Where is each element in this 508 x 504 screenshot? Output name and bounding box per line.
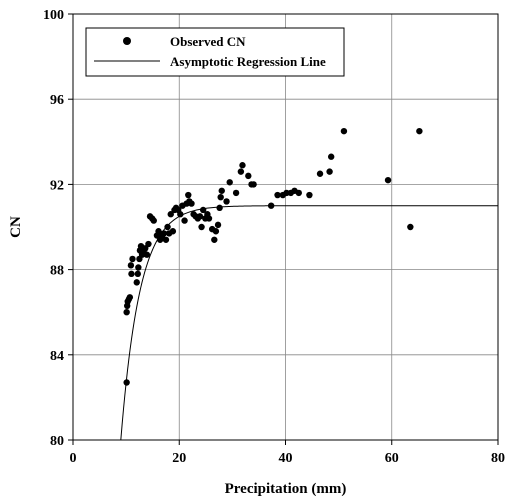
legend-box [85,27,345,77]
data-point [326,168,333,175]
data-point [232,189,240,197]
legend: Observed CN Asymptotic Regression Line [85,27,345,77]
data-point [245,172,252,180]
data-point [211,236,218,243]
x-tick-label: 80 [491,451,505,466]
data-point [316,170,324,177]
scatter-points [123,127,423,386]
x-tick-label: 20 [172,451,186,466]
data-point [237,168,245,175]
y-tick-label: 84 [50,349,64,364]
data-point [250,181,257,188]
data-point [295,189,302,197]
data-point [223,198,230,205]
x-tick-label: 40 [279,451,293,466]
regression-line [120,205,498,441]
data-point [155,228,162,235]
data-point [134,270,142,278]
data-point [216,204,223,212]
data-point [128,270,135,278]
y-tick-label: 96 [50,93,64,108]
axis-ticks: 0 20 40 60 80 80 84 88 92 96 100 [43,8,505,466]
y-axis-title: CN [8,216,24,238]
data-point [199,206,207,214]
data-point [267,202,275,209]
data-point [205,215,213,222]
legend-label-regression: Asymptotic Regression Line [170,54,326,69]
x-tick-label: 60 [385,451,399,466]
data-point [127,262,135,269]
data-point [123,379,130,386]
y-tick-label: 100 [43,8,64,23]
data-point [384,176,392,184]
data-point [416,127,423,135]
data-point [177,211,184,218]
data-point [185,191,192,199]
data-point [217,193,224,201]
data-point [198,223,205,231]
data-point [123,309,130,316]
y-tick-label: 88 [50,264,64,279]
data-point [218,187,225,194]
data-point [340,127,348,135]
data-point [327,153,335,160]
legend-label-observed: Observed CN [170,34,246,49]
data-point [196,213,204,220]
y-tick-label: 80 [50,434,64,449]
data-point [143,251,151,258]
data-point [150,217,157,224]
grid-lines [73,14,498,440]
data-point [126,294,134,301]
data-point [212,228,220,235]
data-point [169,228,177,235]
data-point [239,162,246,169]
data-point [162,236,170,243]
x-tick-label: 0 [70,451,77,466]
x-axis-title: Precipitation (mm) [225,481,347,497]
data-point [167,211,174,218]
data-point [181,217,188,224]
data-point [164,223,171,231]
data-point [129,255,136,263]
y-tick-label: 92 [50,178,64,193]
data-point [145,240,152,248]
fit-curve-layer [120,205,498,441]
data-point [160,230,168,237]
data-point [306,191,313,199]
data-point [214,221,222,229]
legend-marker-observed [123,37,131,45]
data-point [407,223,414,231]
data-point [274,191,281,199]
data-point [188,200,195,207]
data-point [135,264,142,271]
data-point [133,279,140,286]
data-point [226,179,233,186]
